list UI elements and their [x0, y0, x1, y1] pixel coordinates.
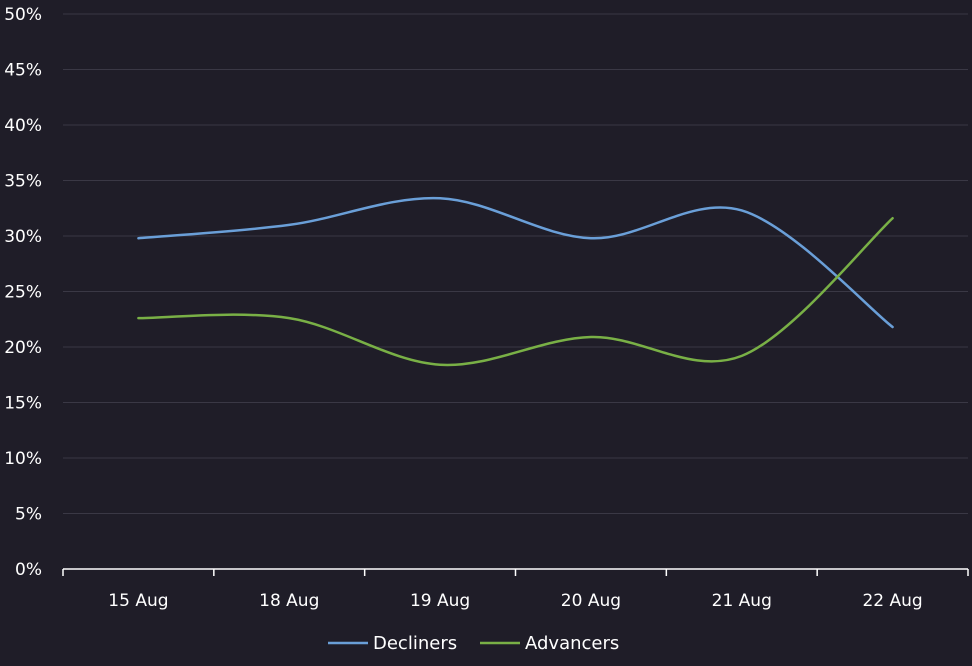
y-tick-label: 50%	[4, 5, 42, 25]
x-tick-label: 19 Aug	[410, 591, 470, 611]
x-tick-label: 21 Aug	[712, 591, 772, 611]
series-line-advancers	[137, 216, 894, 367]
x-tick-label: 20 Aug	[561, 591, 621, 611]
y-tick-label: 5%	[15, 505, 42, 525]
y-tick-label: 45%	[4, 61, 42, 81]
series-lines	[137, 196, 894, 367]
y-tick-label: 15%	[4, 394, 42, 414]
legend-label-advancers: Advancers	[525, 633, 619, 654]
y-tick-label: 0%	[15, 560, 42, 580]
y-tick-label: 40%	[4, 116, 42, 136]
y-tick-label: 10%	[4, 449, 42, 469]
gridlines	[63, 13, 968, 514]
x-tick-label: 18 Aug	[259, 591, 319, 611]
x-tick-label: 22 Aug	[862, 591, 922, 611]
legend-label-decliners: Decliners	[373, 633, 457, 654]
legend: Decliners Advancers	[328, 633, 619, 654]
series-line-decliners	[137, 196, 894, 329]
y-tick-label: 35%	[4, 172, 42, 192]
y-tick-label: 30%	[4, 227, 42, 247]
axes: 0% 5% 10% 15% 20% 25% 30% 35% 40% 45% 50% 15 Aug 18 …	[4, 5, 969, 611]
x-tick-label: 15 Aug	[108, 591, 168, 611]
y-tick-label: 25%	[4, 283, 42, 303]
y-tick-label: 20%	[4, 338, 42, 358]
